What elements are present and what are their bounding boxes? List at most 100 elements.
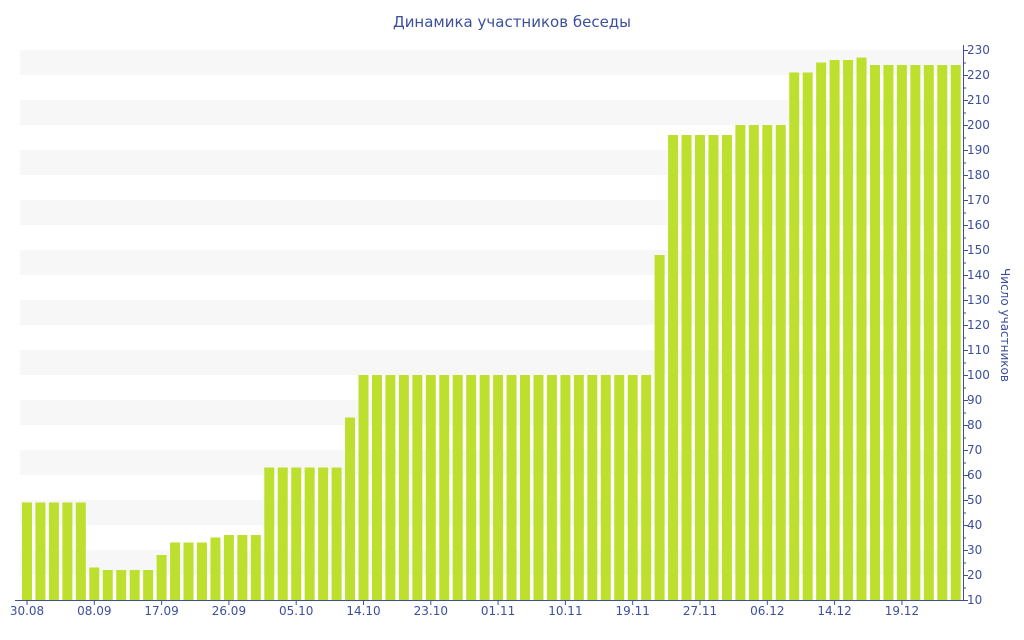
y-tick-label: 220	[967, 68, 990, 82]
bar	[546, 375, 557, 600]
bar	[950, 65, 961, 600]
x-tick-label: 30.08	[10, 604, 44, 618]
y-tick-label: 40	[967, 518, 982, 532]
bar	[681, 135, 692, 600]
bar	[439, 375, 450, 600]
bar	[345, 417, 356, 600]
bar	[412, 375, 423, 600]
bar	[331, 467, 342, 600]
y-tick-label: 150	[967, 243, 990, 257]
x-tick-label: 17.09	[144, 604, 178, 618]
bar	[856, 57, 867, 600]
y-axis-label: Число участников	[998, 268, 1012, 382]
y-tick-label: 20	[967, 568, 982, 582]
bar	[560, 375, 571, 600]
bar	[479, 375, 490, 600]
bar	[183, 542, 194, 600]
bar	[75, 502, 86, 600]
bar	[721, 135, 732, 600]
x-tick-label: 08.09	[77, 604, 111, 618]
bar	[627, 375, 638, 600]
bar	[385, 375, 396, 600]
bar	[695, 135, 705, 600]
bar	[143, 570, 154, 600]
x-tick-label: 05.10	[279, 604, 313, 618]
bar	[802, 72, 813, 600]
y-tick-label: 170	[967, 193, 990, 207]
bar	[102, 570, 113, 600]
x-tick-label: 01.11	[481, 604, 515, 618]
bar	[398, 375, 409, 600]
bar	[22, 502, 32, 600]
y-tick-label: 100	[967, 368, 990, 382]
y-tick-label: 230	[967, 43, 990, 57]
bar	[156, 555, 167, 600]
bar	[910, 65, 921, 600]
bar	[829, 60, 840, 600]
x-tick-label: 26.09	[212, 604, 246, 618]
bar	[425, 375, 436, 600]
bar	[896, 65, 907, 600]
y-tick-label: 10	[967, 593, 982, 607]
bar	[89, 567, 100, 600]
bar	[129, 570, 140, 600]
bar	[883, 65, 894, 600]
y-tick-label: 210	[967, 93, 990, 107]
y-tick-label: 130	[967, 293, 990, 307]
bar	[237, 535, 248, 600]
bar	[937, 65, 948, 600]
bar	[869, 65, 880, 600]
x-tick-label: 23.10	[414, 604, 448, 618]
bar	[452, 375, 463, 600]
bar	[668, 135, 679, 600]
bar	[533, 375, 544, 600]
bar	[466, 375, 477, 600]
grid-band	[20, 50, 962, 75]
x-tick-label: 14.10	[346, 604, 380, 618]
x-tick-label: 06.12	[750, 604, 784, 618]
bar	[62, 502, 73, 600]
y-tick-label: 110	[967, 343, 990, 357]
y-tick-label: 60	[967, 468, 982, 482]
bar	[816, 62, 827, 600]
bar	[775, 125, 786, 600]
y-tick-label: 30	[967, 543, 982, 557]
bar	[223, 535, 234, 600]
y-tick-label: 190	[967, 143, 990, 157]
bar	[843, 60, 854, 600]
bar	[170, 542, 181, 600]
bar	[264, 467, 275, 600]
bar	[600, 375, 611, 600]
y-tick-label: 180	[967, 168, 990, 182]
y-tick-label: 140	[967, 268, 990, 282]
bar	[277, 467, 288, 600]
bar	[358, 375, 369, 600]
x-tick-label: 19.11	[616, 604, 650, 618]
x-tick-label: 19.12	[885, 604, 919, 618]
bar	[318, 467, 329, 600]
bar	[116, 570, 127, 600]
bar	[789, 72, 800, 600]
y-tick-label: 50	[967, 493, 982, 507]
bar	[923, 65, 934, 600]
bar	[196, 542, 207, 600]
bar	[762, 125, 773, 600]
bar	[210, 537, 221, 600]
y-tick-label: 80	[967, 418, 982, 432]
y-tick-label: 200	[967, 118, 990, 132]
bar	[493, 375, 504, 600]
bar	[654, 255, 665, 600]
bar	[708, 135, 719, 600]
y-tick-label: 120	[967, 318, 990, 332]
bar	[614, 375, 625, 600]
bar	[748, 125, 759, 600]
chart-title: Динамика участников беседы	[392, 13, 632, 31]
bar	[520, 375, 531, 600]
bar	[506, 375, 517, 600]
bar	[735, 125, 746, 600]
bar	[304, 467, 315, 600]
y-tick-label: 160	[967, 218, 990, 232]
bar	[291, 467, 302, 600]
bar	[371, 375, 382, 600]
